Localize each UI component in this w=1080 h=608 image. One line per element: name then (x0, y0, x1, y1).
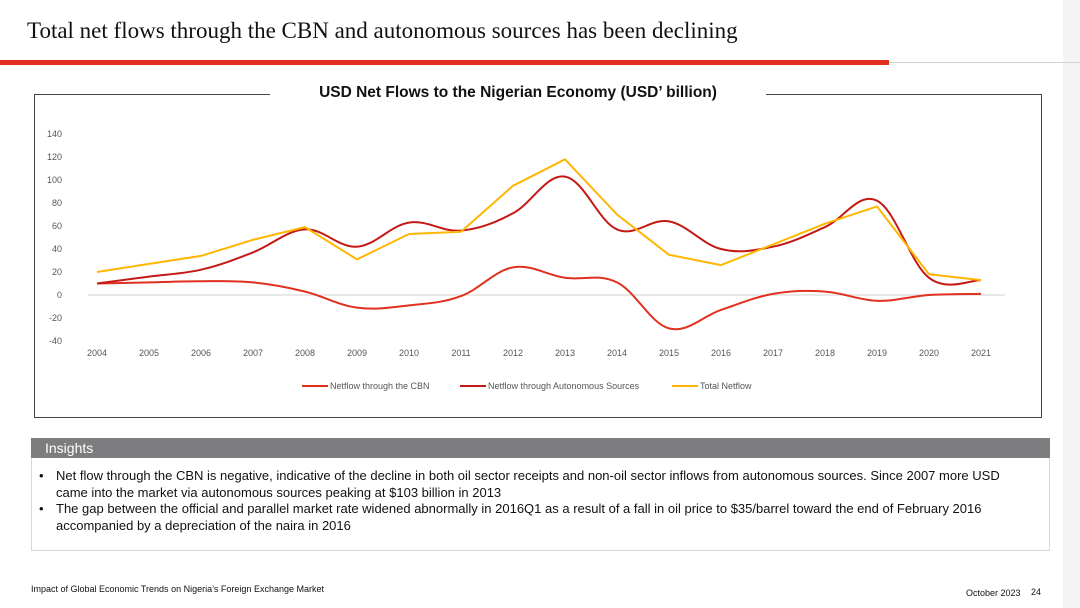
y-tick-label: -40 (49, 336, 62, 346)
series-cbn-line (96, 265, 982, 331)
line-chart: 140 120 100 80 60 40 20 0 -20 -40 2004 2005 2006 2007… (47, 129, 1005, 391)
y-tick-label: 20 (52, 267, 62, 277)
right-edge-strip (1063, 0, 1080, 608)
footer-date: October 2023 (966, 588, 1021, 598)
x-tick-label: 2014 (607, 348, 627, 358)
x-tick-label: 2010 (399, 348, 419, 358)
x-tick-label: 2008 (295, 348, 315, 358)
insights-list: Net flow through the CBN is negative, in… (32, 458, 1049, 534)
y-tick-label: 80 (52, 198, 62, 208)
x-tick-label: 2018 (815, 348, 835, 358)
x-tick-label: 2013 (555, 348, 575, 358)
x-tick-label: 2019 (867, 348, 887, 358)
x-tick-label: 2020 (919, 348, 939, 358)
y-tick-label: -20 (49, 313, 62, 323)
x-tick-label: 2005 (139, 348, 159, 358)
page-number: 24 (1031, 587, 1042, 597)
page-title: Total net flows through the CBN and auto… (27, 18, 738, 43)
x-tick-label: 2009 (347, 348, 367, 358)
insight-bullet: Net flow through the CBN is negative, in… (39, 468, 1029, 501)
legend-label: Netflow through Autonomous Sources (488, 381, 640, 391)
x-tick-label: 2016 (711, 348, 731, 358)
x-tick-label: 2006 (191, 348, 211, 358)
insights-panel: Net flow through the CBN is negative, in… (31, 458, 1050, 551)
y-tick-label: 40 (52, 244, 62, 254)
insight-bullet: The gap between the official and paralle… (39, 501, 1029, 534)
title-gray-rule (889, 62, 1080, 63)
legend-label: Total Netflow (700, 381, 752, 391)
chart-title: USD Net Flows to the Nigerian Economy (U… (270, 81, 766, 105)
x-tick-label: 2004 (87, 348, 107, 358)
x-tick-label: 2012 (503, 348, 523, 358)
y-tick-label: 0 (57, 290, 62, 300)
series-autonomous-line (96, 175, 982, 286)
y-tick-label: 120 (47, 152, 62, 162)
x-tick-label: 2007 (243, 348, 263, 358)
x-tick-label: 2011 (451, 348, 470, 358)
y-tick-label: 60 (52, 221, 62, 231)
series-total-line (96, 158, 982, 282)
insights-header: Insights (31, 438, 1050, 458)
x-tick-label: 2017 (763, 348, 783, 358)
x-tick-label: 2015 (659, 348, 679, 358)
x-tick-label: 2021 (971, 348, 991, 358)
legend-label: Netflow through the CBN (330, 381, 430, 391)
title-accent-rule (0, 60, 889, 65)
y-tick-label: 100 (47, 175, 62, 185)
footer-report-title: Impact of Global Economic Trends on Nige… (31, 584, 324, 594)
y-tick-label: 140 (47, 129, 62, 139)
